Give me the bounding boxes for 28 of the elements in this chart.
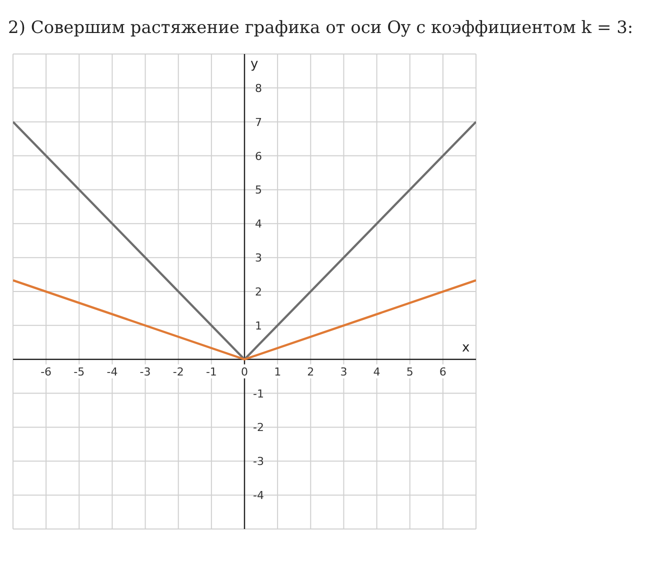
y-tick-label: 3 [255,252,262,265]
x-tick-label: -2 [172,365,184,378]
x-tick-label: 1 [274,365,282,378]
y-tick-label: -2 [253,421,264,434]
y-tick-label: 4 [255,218,262,231]
y-tick-label: 1 [255,319,262,332]
y-tick-label: -4 [253,489,264,502]
x-tick-label: 4 [373,365,380,378]
y-tick-label: 6 [255,150,262,163]
x-tick-label: 2 [307,365,314,378]
x-tick-label: 5 [406,365,414,378]
y-tick-label: 5 [255,184,262,197]
y-axis-title: y [250,57,258,72]
x-tick-label: -4 [106,365,118,378]
y-tick-label: -3 [253,455,264,468]
y-tick-label: 7 [255,116,262,129]
y-tick-label: -1 [253,387,264,400]
x-tick-label: 3 [340,365,348,378]
x-tick-label: -6 [40,365,52,378]
x-tick-label: -1 [206,365,217,378]
x-tick-label: 0 [241,365,248,378]
x-tick-label: -3 [140,365,151,378]
y-tick-label: 8 [255,82,262,95]
x-axis-title: x [462,340,470,356]
chart-title: 2) Совершим растяжение графика от оси Oy с коэффициентом k = 3: [8,18,634,38]
x-tick-label: -5 [74,365,85,378]
y-tick-label: 2 [255,286,262,298]
x-tick-label: 6 [439,365,446,378]
